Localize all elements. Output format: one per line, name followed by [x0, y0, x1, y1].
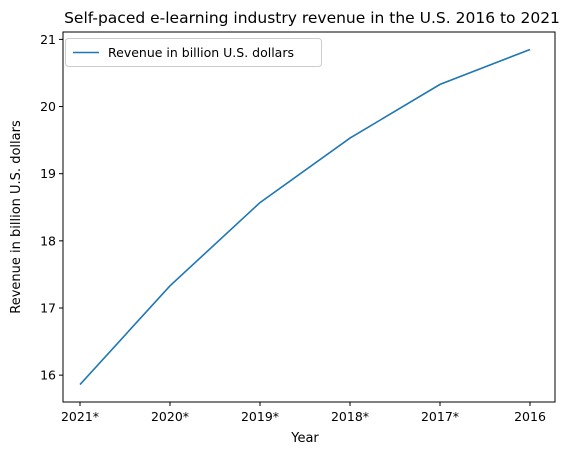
x-tick-label: 2021*: [61, 409, 99, 424]
legend-label: Revenue in billion U.S. dollars: [108, 45, 294, 60]
chart-title: Self-paced e-learning industry revenue i…: [64, 9, 560, 27]
y-tick-label: 16: [40, 368, 56, 383]
y-tick-label: 20: [40, 99, 56, 114]
x-tick-label: 2019*: [241, 409, 279, 424]
x-axis: 2021* 2020* 2019* 2018* 2017* 2016: [61, 402, 546, 424]
y-tick-label: 19: [40, 166, 56, 181]
plot-area: [62, 31, 556, 403]
x-tick-label: 2018*: [331, 409, 369, 424]
y-axis: 16 17 18 19 20 21: [40, 32, 63, 383]
series-line-revenue: [79, 48, 531, 386]
x-tick-label: 2017*: [421, 409, 459, 424]
legend: Revenue in billion U.S. dollars: [65, 38, 322, 67]
y-tick-label: 18: [40, 233, 56, 248]
x-tick-label: 2020*: [151, 409, 189, 424]
x-tick-label: 2016: [514, 409, 546, 424]
legend-box: [65, 38, 322, 67]
y-axis-label: Revenue in billion U.S. dollars: [9, 120, 24, 314]
y-tick-label: 21: [40, 32, 56, 47]
y-tick-label: 17: [40, 300, 56, 315]
x-axis-label: Year: [290, 431, 319, 446]
